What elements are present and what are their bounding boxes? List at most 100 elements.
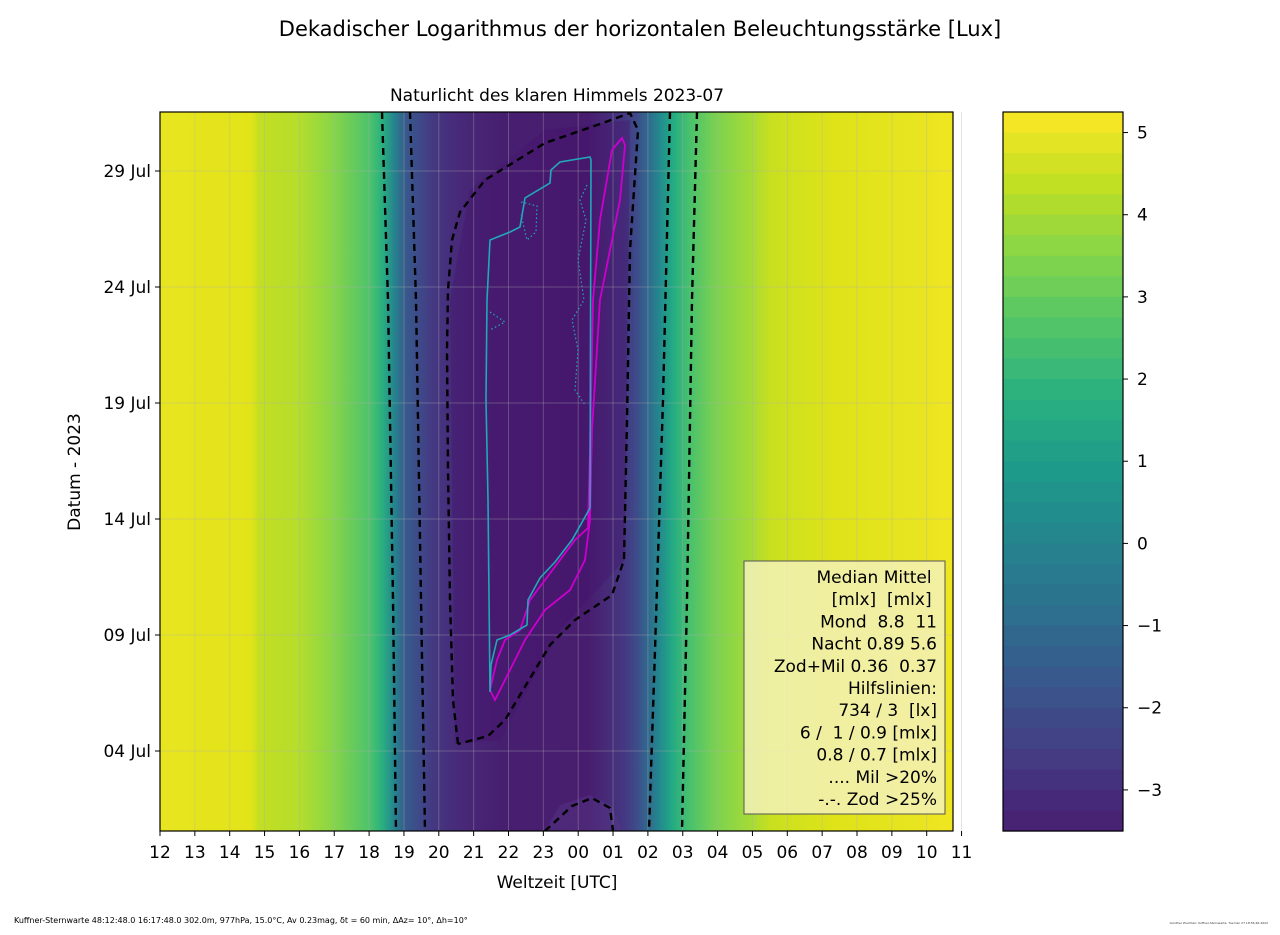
legend-box: Median Mittel [mlx] [mlx] Mond 8.8 11 Nac…	[743, 560, 946, 815]
x-tick-label: 12	[149, 843, 171, 863]
colorbar-band	[1003, 481, 1123, 503]
legend-line: 734 / 3 [lx]	[838, 701, 937, 721]
colorbar-band	[1003, 255, 1123, 277]
x-tick-label: 15	[254, 843, 276, 863]
colorbar-tick-label: 0	[1137, 534, 1148, 554]
colorbar-band	[1003, 502, 1123, 524]
colorbar-band	[1003, 522, 1123, 544]
colorbar-band	[1003, 707, 1123, 729]
x-tick-label: 11	[951, 843, 973, 863]
colorbar-tick-label: 5	[1137, 124, 1148, 144]
contour-dashed-moon	[544, 796, 615, 831]
x-tick-label: 17	[323, 843, 345, 863]
legend-line: Median Mittel	[816, 568, 937, 588]
colorbar-band	[1003, 769, 1123, 791]
legend-box-frame	[743, 560, 946, 815]
heatmap-area	[160, 112, 953, 831]
colorbar-band	[1003, 687, 1123, 709]
colorbar-band	[1003, 461, 1123, 483]
x-tick-label: 21	[463, 843, 485, 863]
x-tick-label: 05	[742, 843, 764, 863]
contours	[380, 112, 699, 831]
x-axis: 12 13 14 15 16 17 18 19 20 21 22 23 00 01 02 03 04 05 06 07…	[149, 831, 972, 863]
colorbar-band	[1003, 337, 1123, 360]
contour-dashed-dawn-inner	[647, 112, 672, 831]
x-tick-label: 04	[707, 843, 729, 863]
contour-dashed-dusk-inner	[408, 112, 427, 831]
x-tick-label: 02	[637, 843, 659, 863]
colorbar-tick-label: 3	[1137, 288, 1148, 308]
x-tick-label: 18	[358, 843, 380, 863]
colorbar-band	[1003, 440, 1123, 462]
colorbar-tick-label: −2	[1137, 699, 1162, 719]
colorbar-band	[1003, 625, 1123, 647]
colorbar-band	[1003, 584, 1123, 606]
legend-line: Hilfslinien:	[848, 679, 937, 699]
x-tick-label: 16	[289, 843, 311, 863]
x-tick-label: 03	[672, 843, 694, 863]
colorbar-band	[1003, 666, 1123, 688]
colorbar: 5 4 3 2 1 0 −1 −2 −3	[1002, 111, 1162, 832]
contour-cyan-dotted-3	[489, 311, 507, 331]
y-tick-label: 29 Jul	[103, 162, 151, 182]
x-tick-label: 22	[498, 843, 520, 863]
y-tick-label: 24 Jul	[103, 278, 151, 298]
legend-line: Zod+Mil 0.36 0.37	[774, 657, 937, 677]
colorbar-band	[1003, 399, 1123, 421]
legend-line: 6 / 1 / 0.9 [mlx]	[800, 723, 937, 743]
y-tick-label: 04 Jul	[103, 742, 151, 762]
colorbar-band	[1003, 296, 1123, 319]
colorbar-band	[1003, 235, 1123, 257]
colorbar-band	[1003, 748, 1123, 770]
x-axis-label: Weltzeit [UTC]	[497, 873, 618, 893]
colorbar-band	[1003, 358, 1123, 380]
x-tick-label: 09	[881, 843, 903, 863]
legend-line: Nacht 0.89 5.6	[811, 635, 937, 655]
colorbar-band	[1003, 153, 1123, 175]
x-tick-label: 01	[602, 843, 624, 863]
legend-lines: Median Mittel [mlx] [mlx] Mond 8.8 11 Nac…	[774, 568, 937, 810]
contour-dashed-dawn	[680, 112, 699, 831]
x-tick-label: 07	[811, 843, 833, 863]
x-tick-label: 23	[533, 843, 555, 863]
colorbar-tick-label: −1	[1137, 617, 1162, 637]
footer-left: Kuffner-Sternwarte 48:12:48.0 16:17:48.0…	[14, 916, 468, 925]
y-axis: 04 Jul 09 Jul 14 Jul 19 Jul 24 Jul 29 Jul	[103, 162, 160, 762]
colorbar-band	[1003, 543, 1123, 565]
legend-line: Mond 8.8 11	[820, 612, 937, 632]
colorbar-tick-label: 4	[1137, 206, 1148, 226]
y-tick-label: 14 Jul	[103, 510, 151, 530]
x-tick-label: 14	[219, 843, 241, 863]
colorbar-band	[1003, 379, 1123, 401]
colorbar-band	[1003, 810, 1123, 832]
colorbar-band	[1003, 276, 1123, 298]
plot-title: Naturlicht des klaren Himmels 2023-07	[390, 86, 724, 106]
grid	[159, 112, 963, 831]
x-tick-label: 13	[184, 843, 206, 863]
contour-dashed-dusk	[380, 112, 398, 831]
x-tick-label: 20	[428, 843, 450, 863]
colorbar-tick-label: 1	[1137, 452, 1148, 472]
colorbar-band	[1003, 789, 1123, 812]
colorbar-band	[1003, 605, 1123, 627]
colorbar-tick-label: 2	[1137, 370, 1148, 390]
y-tick-label: 09 Jul	[103, 626, 151, 646]
colorbar-band	[1003, 214, 1123, 236]
colorbar-band	[1003, 646, 1123, 668]
colorbar-band	[1003, 420, 1123, 442]
x-tick-label: 08	[846, 843, 868, 863]
plot-frame	[159, 111, 954, 832]
x-tick-label: 19	[393, 843, 415, 863]
footer-right: Günther Wuchterl, Kuffner-Sternwarte, Tu…	[1169, 921, 1268, 925]
legend-line: .... Mil >20%	[828, 768, 937, 788]
y-tick-label: 19 Jul	[103, 394, 151, 414]
contour-magenta	[489, 136, 626, 703]
colorbar-band	[1003, 112, 1123, 134]
x-tick-label: 10	[916, 843, 938, 863]
colorbar-band	[1003, 194, 1123, 216]
contour-cyan	[485, 156, 592, 693]
colorbar-tick-label: −3	[1137, 781, 1162, 801]
suptitle: Dekadischer Logarithmus der horizontalen…	[279, 17, 1001, 41]
y-axis-label: Datum - 2023	[65, 413, 85, 531]
